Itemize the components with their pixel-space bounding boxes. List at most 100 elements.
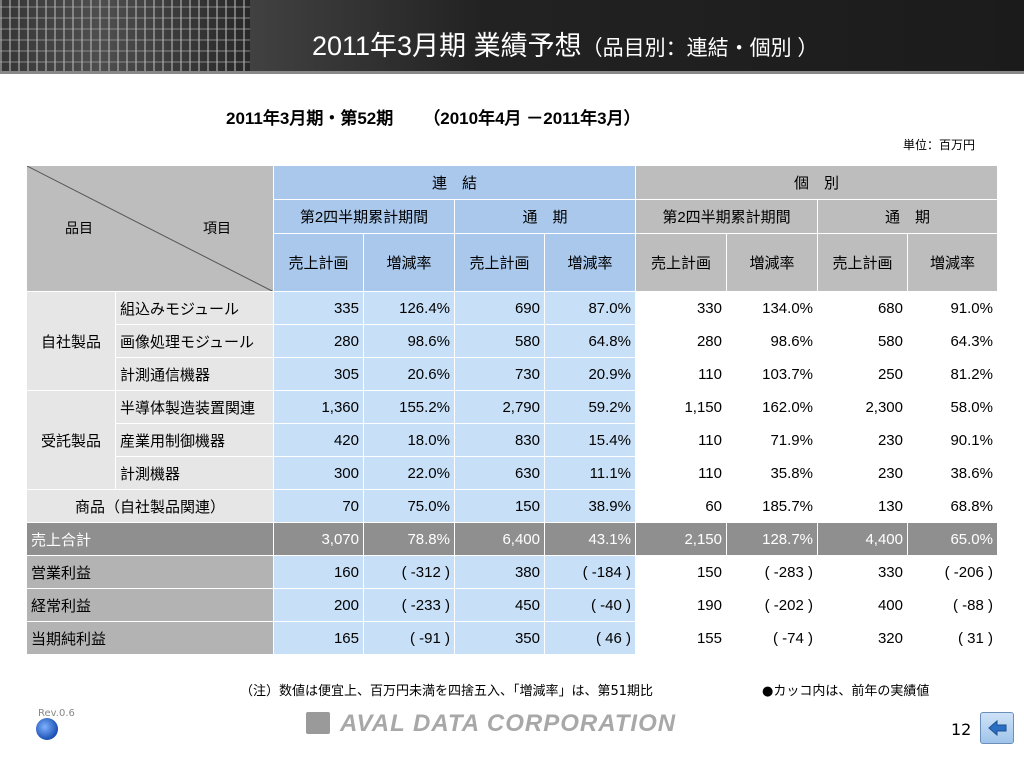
footnote: （注）数値は便宜上、百万円未満を四捨五入、「増減率」は、第51期比	[240, 684, 654, 699]
header-ind-h1: 第2四半期累計期間	[635, 199, 818, 234]
cell: 110	[635, 423, 727, 457]
cell: 134.0%	[726, 291, 818, 325]
cell: 230	[817, 423, 908, 457]
cell: 305	[273, 357, 364, 391]
fiscal-period-left: 2011年3月期・第52期	[226, 109, 394, 128]
group-label-contract-products: 受託製品	[26, 390, 116, 490]
cell: 830	[454, 423, 545, 457]
cell: ( 31 )	[907, 621, 998, 655]
revision-label: Rev.0.6	[38, 708, 75, 719]
cell: ( -91 )	[363, 621, 455, 655]
page-number: 12	[951, 720, 972, 739]
group-label-own-products: 自社製品	[26, 291, 116, 391]
slide-title: 2011年3月期 業績予想（品目別：連結・個別 ）	[312, 24, 818, 63]
unit-label: 単位：百万円	[903, 138, 976, 152]
col-header-plan: 売上計画	[454, 233, 545, 292]
cell: 126.4%	[363, 291, 455, 325]
cell: 35.8%	[726, 456, 818, 490]
cell: ( -312 )	[363, 555, 455, 589]
cell: 81.2%	[907, 357, 998, 391]
cell: 1,360	[273, 390, 364, 424]
company-logo: AVAL DATA CORPORATION	[306, 710, 726, 738]
cell: 400	[817, 588, 908, 622]
header-cons-full: 通 期	[454, 199, 636, 234]
cell: ( -233 )	[363, 588, 455, 622]
cell: 22.0%	[363, 456, 455, 490]
cell: 190	[635, 588, 727, 622]
cell: 160	[273, 555, 364, 589]
total-cell: 78.8%	[363, 522, 455, 556]
back-arrow-icon	[988, 719, 1007, 737]
cell: 70	[273, 489, 364, 523]
cell: 200	[273, 588, 364, 622]
cell: ( -202 )	[726, 588, 818, 622]
back-button[interactable]	[980, 712, 1014, 744]
fiscal-period-right: （2010年4月 －2011年3月）	[423, 109, 641, 128]
cell: 110	[635, 357, 727, 391]
cell: 20.9%	[544, 357, 636, 391]
cell: 38.6%	[907, 456, 998, 490]
header-individual: 個 別	[635, 165, 998, 200]
cell: 64.8%	[544, 324, 636, 358]
footnote-parentheses: ●カッコ内は、前年の実績値	[762, 684, 930, 699]
cell: 1,150	[635, 390, 727, 424]
cell: 98.6%	[726, 324, 818, 358]
col-header-plan: 売上計画	[635, 233, 727, 292]
cell: 64.3%	[907, 324, 998, 358]
row-label-merchandise: 商品（自社製品関連）	[26, 489, 274, 523]
row-label: 画像処理モジュール	[115, 324, 274, 358]
cell: 580	[454, 324, 545, 358]
circuit-board-image	[0, 0, 250, 74]
cell: 58.0%	[907, 390, 998, 424]
cell: 68.8%	[907, 489, 998, 523]
cell: 320	[817, 621, 908, 655]
header-consolidated: 連 結	[273, 165, 636, 200]
row-label: 計測通信機器	[115, 357, 274, 391]
cell: 280	[635, 324, 727, 358]
cell: 110	[635, 456, 727, 490]
header-cons-h1: 第2四半期累計期間	[273, 199, 455, 234]
header-ind-full: 通 期	[817, 199, 998, 234]
banner-background	[250, 0, 1024, 74]
row-label: 組込みモジュール	[115, 291, 274, 325]
cell: 155.2%	[363, 390, 455, 424]
row-label-operating-profit: 営業利益	[26, 555, 274, 589]
row-label: 産業用制御機器	[115, 423, 274, 457]
fiscal-period: 2011年3月期・第52期 （2010年4月 －2011年3月）	[226, 104, 641, 129]
cell: 162.0%	[726, 390, 818, 424]
total-cell: 43.1%	[544, 522, 636, 556]
total-cell: 65.0%	[907, 522, 998, 556]
cell: 230	[817, 456, 908, 490]
cell: 250	[817, 357, 908, 391]
cell: 103.7%	[726, 357, 818, 391]
cell: ( -283 )	[726, 555, 818, 589]
cell: 98.6%	[363, 324, 455, 358]
cell: 580	[817, 324, 908, 358]
cell: 59.2%	[544, 390, 636, 424]
total-cell: 3,070	[273, 522, 364, 556]
cell: 450	[454, 588, 545, 622]
row-label: 半導体製造装置関連	[115, 390, 274, 424]
row-label-total-sales: 売上合計	[26, 522, 274, 556]
banner-divider	[0, 71, 1024, 74]
cell: 680	[817, 291, 908, 325]
col-header-rate: 増減率	[726, 233, 818, 292]
forecast-table: 品目 項目 連 結 個 別 第2四半期累計期間 通 期 第2四半期累計期間 通 …	[26, 165, 998, 655]
cell: 335	[273, 291, 364, 325]
cell: 71.9%	[726, 423, 818, 457]
total-cell: 6,400	[454, 522, 545, 556]
cell: ( -206 )	[907, 555, 998, 589]
cell: 730	[454, 357, 545, 391]
cell: 87.0%	[544, 291, 636, 325]
cell: 2,790	[454, 390, 545, 424]
row-label: 計測機器	[115, 456, 274, 490]
cell: 75.0%	[363, 489, 455, 523]
total-cell: 128.7%	[726, 522, 818, 556]
title-banner: 2011年3月期 業績予想（品目別：連結・個別 ）	[0, 0, 1024, 74]
cell: 11.1%	[544, 456, 636, 490]
cell: 60	[635, 489, 727, 523]
cell: 330	[635, 291, 727, 325]
cell: 150	[635, 555, 727, 589]
corner-label-hinmoku: 品目	[65, 220, 93, 236]
cell: 2,300	[817, 390, 908, 424]
